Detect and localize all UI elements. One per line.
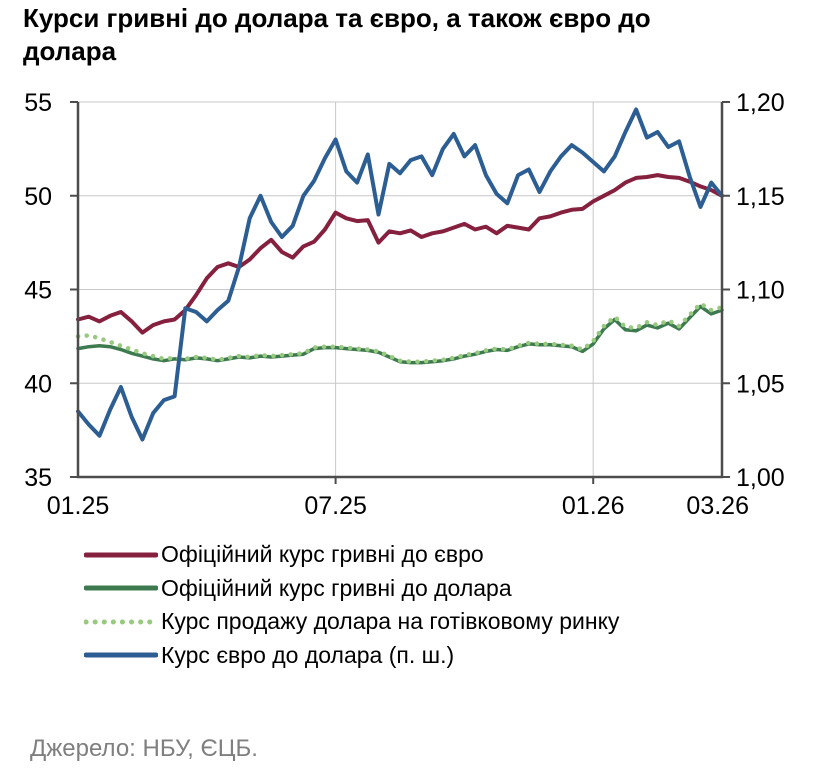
legend-label: Курс продажу долара на готівковому ринку <box>161 608 620 635</box>
series-line-eur-usd <box>76 107 724 442</box>
axis-labels: 55 50 45 40 35 1,20 1,15 1,10 1,05 1,00 01.25 07.25… <box>24 89 784 520</box>
legend-swatch-eur-usd <box>84 652 158 658</box>
source-note: Джерело: НБУ, ЄЦБ. <box>30 735 258 762</box>
x-axis-tick-label: 07.25 <box>304 492 367 520</box>
y-axis-left-tick-label: 55 <box>24 89 52 117</box>
legend-item-usd-cash-sale: Курс продажу долара на готівковому ринку <box>84 605 619 639</box>
legend-label: Офіційний курс гривні до євро <box>161 541 484 568</box>
legend-label: Офіційний курс гривні до долара <box>161 574 512 601</box>
x-axis-tick-label: 01.25 <box>47 492 110 520</box>
x-axis-tick-label: 03.26 <box>686 492 749 520</box>
y-axis-right-tick-label: 1,10 <box>736 277 785 305</box>
series-line-uah-usd-official <box>76 304 724 365</box>
y-axis-left-tick-label: 45 <box>24 277 52 305</box>
legend-item-eur-usd: Курс євро до долара (п. ш.) <box>84 639 619 673</box>
y-axis-left-tick-label: 50 <box>24 183 52 211</box>
y-axis-right-tick-label: 1,00 <box>736 464 785 492</box>
legend-swatch-usd-cash-sale <box>84 619 158 625</box>
legend-swatch-uah-usd-official <box>84 585 158 591</box>
y-axis-left-tick-label: 35 <box>24 464 52 492</box>
legend-item-uah-eur-official: Офіційний курс гривні до євро <box>84 538 619 572</box>
axis-ticks <box>70 101 730 484</box>
y-axis-right-tick-label: 1,20 <box>736 89 785 117</box>
series-line-uah-eur-official <box>76 173 724 335</box>
chart-title-line-1: Курси гривні до долара та євро, а також … <box>23 3 651 33</box>
data-series <box>75 107 725 442</box>
legend: Офіційний курс гривні до євро Офіційний к… <box>84 538 619 672</box>
y-axis-right-tick-label: 1,05 <box>736 370 785 398</box>
y-axis-right-tick-label: 1,15 <box>736 183 785 211</box>
series-line-usd-cash-sale <box>75 301 725 364</box>
y-axis-left-tick-label: 40 <box>24 370 52 398</box>
exchange-rate-chart: 55 50 45 40 35 1,20 1,15 1,10 1,05 1,00 01.25 07.25… <box>24 89 784 520</box>
chart-title: Курси гривні до долара та євро, а також … <box>23 2 813 68</box>
chart-title-line-2: долара <box>23 36 117 66</box>
legend-swatch-uah-eur-official <box>84 552 158 558</box>
gridlines <box>78 101 722 477</box>
legend-item-uah-usd-official: Офіційний курс гривні до долара <box>84 572 619 606</box>
x-axis-tick-label: 01.26 <box>562 492 625 520</box>
legend-label: Курс євро до долара (п. ш.) <box>161 641 455 668</box>
